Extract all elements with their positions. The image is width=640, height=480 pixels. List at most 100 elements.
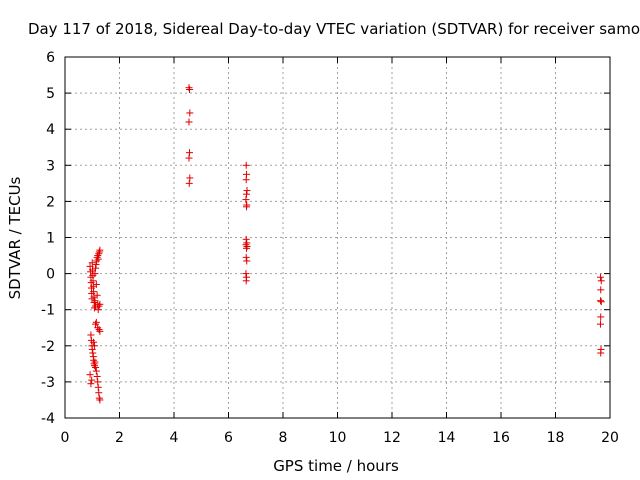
data-point [93,372,101,380]
data-point [597,277,605,285]
data-point [94,252,102,260]
data-point [92,318,100,326]
y-tick-label: -3 [41,375,55,391]
data-point [92,367,100,375]
y-tick-label: -4 [41,411,55,427]
data-point [185,154,193,162]
data-point [87,380,95,388]
data-point [88,259,96,267]
data-point [243,243,251,251]
data-point [242,241,250,249]
data-point [186,109,194,117]
y-tick-label: 3 [46,158,55,174]
data-point [94,324,102,332]
x-tick-label: 8 [279,430,288,446]
data-point [93,257,101,265]
data-point [242,277,250,285]
data-point [186,85,194,93]
x-tick-label: 20 [601,430,619,446]
data-point [88,376,96,384]
x-tick-label: 16 [492,430,510,446]
data-point [93,253,101,261]
data-point [92,302,100,310]
data-point [242,196,250,204]
y-tick-label: -2 [41,339,55,355]
y-tick-label: 5 [46,86,55,102]
data-point [94,383,102,391]
data-point [90,338,98,346]
data-point [95,248,103,256]
data-point [596,297,604,305]
data-point [95,394,103,402]
x-tick-label: 12 [383,430,401,446]
data-point [86,371,94,379]
x-tick-label: 0 [61,430,70,446]
data-point [185,118,193,126]
data-point [93,291,101,299]
y-tick-label: 0 [46,267,55,283]
x-tick-label: 4 [170,430,179,446]
x-tick-label: 6 [224,430,233,446]
data-point [243,187,251,195]
data-point [91,358,99,366]
data-point [86,262,94,270]
data-point [95,389,103,397]
data-point [96,246,104,254]
data-point [96,300,104,308]
data-point [90,362,98,370]
data-point [596,273,604,281]
data-point [94,255,102,263]
data-point [597,349,605,357]
x-tick-label: 18 [547,430,565,446]
data-point [94,378,102,386]
x-axis-title: GPS time / hours [273,457,399,475]
data-point [186,174,194,182]
data-point [242,253,250,261]
data-point [242,244,250,252]
data-point [185,84,193,92]
data-point [90,356,98,364]
data-point [92,264,100,272]
data-point [96,396,104,404]
y-tick-label: 2 [46,194,55,210]
data-point [92,320,100,328]
y-tick-label: 6 [46,50,55,66]
data-point [96,327,104,335]
data-point [92,280,100,288]
data-point [90,342,98,350]
data-point [242,190,250,198]
data-point [242,203,250,211]
data-point [597,286,605,294]
data-point [92,363,100,371]
data-point [92,261,100,269]
data-point [90,304,98,312]
y-tick-label: -1 [41,303,55,319]
y-tick-label: 1 [46,231,55,247]
data-point [95,326,103,334]
y-axis-title: SDTVAR / TECUs [6,176,24,299]
data-point [91,270,99,278]
data-points [86,84,605,404]
chart-title: Day 117 of 2018, Sidereal Day-to-day VTE… [28,20,640,38]
data-point [243,257,251,265]
data-point [597,313,605,321]
data-point [242,176,250,184]
data-point [185,179,193,187]
data-point [242,270,250,278]
data-point [242,161,250,169]
x-tick-label: 10 [329,430,347,446]
data-point [91,297,99,305]
data-point [596,320,604,328]
data-point [89,349,97,357]
data-point [94,306,102,314]
data-point [186,149,194,157]
y-tick-label: 4 [46,122,55,138]
grid [65,57,610,418]
x-tick-label: 14 [438,430,456,446]
data-point [597,298,605,306]
data-point [87,331,95,339]
x-tick-label: 2 [115,430,124,446]
